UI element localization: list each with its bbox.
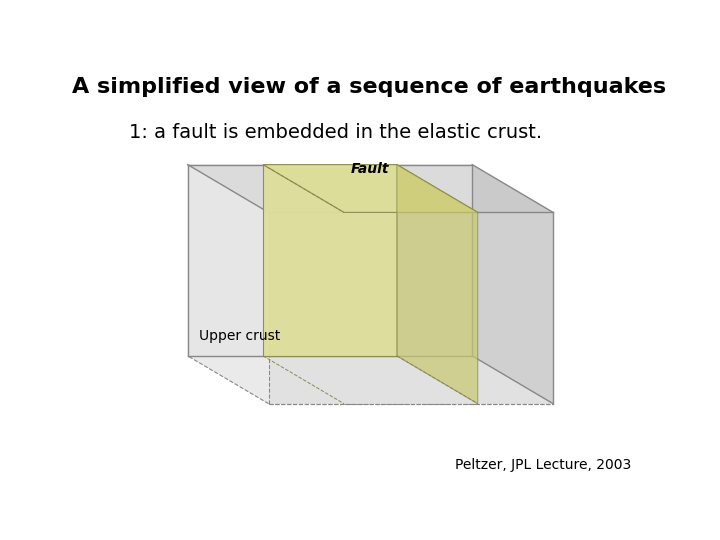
Text: Peltzer, JPL Lecture, 2003: Peltzer, JPL Lecture, 2003 [455, 458, 631, 472]
Polygon shape [188, 165, 553, 212]
Polygon shape [188, 165, 472, 356]
Text: Fault: Fault [351, 162, 390, 176]
Text: A simplified view of a sequence of earthquakes: A simplified view of a sequence of earth… [72, 77, 666, 97]
Polygon shape [188, 356, 553, 404]
Polygon shape [472, 165, 553, 404]
Text: Upper crust: Upper crust [199, 329, 280, 343]
Text: 1: a fault is embedded in the elastic crust.: 1: a fault is embedded in the elastic cr… [129, 123, 542, 142]
Polygon shape [263, 165, 397, 356]
Polygon shape [188, 165, 269, 404]
Polygon shape [397, 165, 478, 404]
Polygon shape [263, 165, 478, 212]
Polygon shape [269, 212, 553, 404]
